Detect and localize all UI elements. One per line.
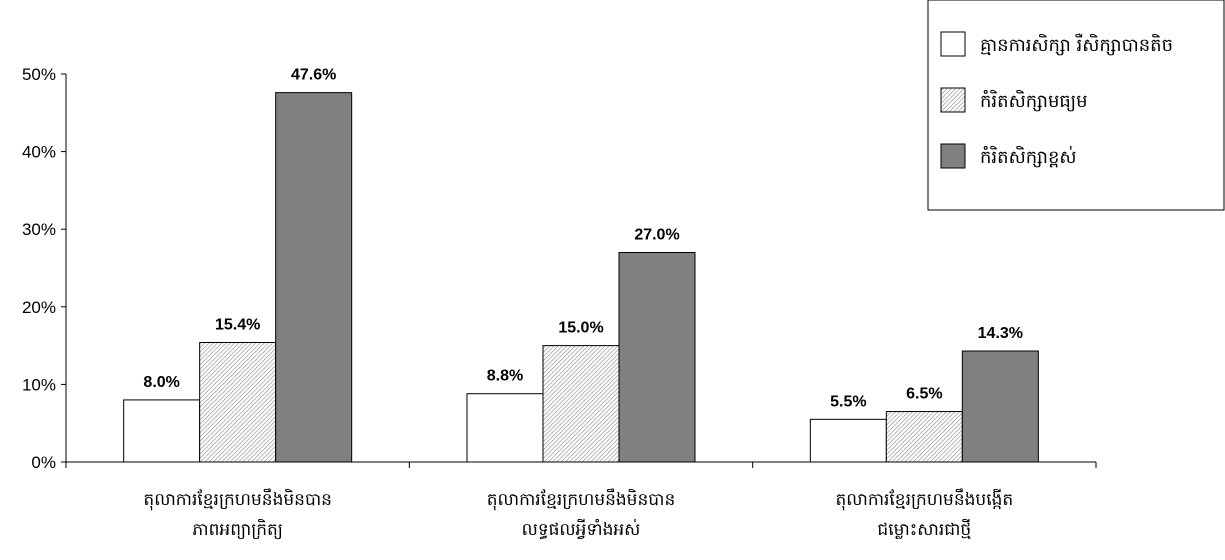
legend-box: [927, 0, 1225, 211]
legend-label: កំរិតសិក្សាមធ្យម: [980, 89, 1088, 112]
data-label: 47.6%: [291, 67, 336, 84]
legend-swatch: [940, 31, 966, 57]
y-tick-label: 0%: [31, 453, 56, 472]
legend-swatch: [940, 143, 966, 169]
bar: [199, 341, 277, 463]
category-label: តុលាការខ្មែរក្រហមនឹងមិនបាន: [487, 488, 676, 511]
legend: គ្មានការសិក្សា រឺសិក្សាបានតិចកំរិតសិក្សា…: [927, 0, 1225, 211]
y-tick-label: 50%: [22, 65, 56, 84]
category-label: តុលាការខ្មែរក្រហមនឹងបង្កើត: [835, 488, 1013, 511]
bar: [542, 345, 620, 463]
bar: [618, 251, 696, 463]
bar: [885, 411, 963, 463]
bars: 8.0% 15.4% 47.6% 8.8% 15.0% 27.0% 5.5% 6.5% 14.3…: [123, 67, 1039, 463]
y-tick-label: 30%: [22, 220, 56, 239]
bar: [123, 399, 201, 463]
category-label: ជម្លោះសារជាថ្មី: [877, 518, 971, 540]
legend-swatch: [940, 87, 966, 113]
y-tick-label: 40%: [22, 143, 56, 162]
bar: [275, 92, 353, 463]
data-label: 15.4%: [215, 316, 260, 333]
data-label: 5.5%: [830, 393, 866, 410]
bar: [961, 350, 1039, 463]
legend-label: គ្មានការសិក្សា រឺសិក្សាបានតិច: [980, 33, 1173, 56]
bar: [466, 393, 544, 463]
data-label: 14.3%: [978, 325, 1023, 342]
category-label: លទ្ធផលអ្វីទាំងអស់: [522, 518, 641, 540]
y-tick-label: 20%: [22, 298, 56, 317]
data-label: 8.8%: [487, 368, 523, 385]
data-label: 27.0%: [634, 226, 679, 243]
axes: 0% 10% 20% 30% 40% 50% តុលាការខ្មែរក្រហមនឹងមិន…: [22, 65, 1097, 540]
y-tick-label: 10%: [22, 375, 56, 394]
data-label: 8.0%: [143, 374, 179, 391]
bar: [809, 418, 887, 463]
data-label: 6.5%: [906, 386, 942, 403]
category-label: តុលាការខ្មែរក្រហមនឹងមិនបាន: [143, 488, 332, 511]
category-label: ភាពអព្យាក្រិត្យ: [192, 518, 282, 540]
legend-label: កំរិតសិក្សាខ្ពស់: [980, 145, 1077, 168]
data-label: 15.0%: [558, 320, 603, 337]
